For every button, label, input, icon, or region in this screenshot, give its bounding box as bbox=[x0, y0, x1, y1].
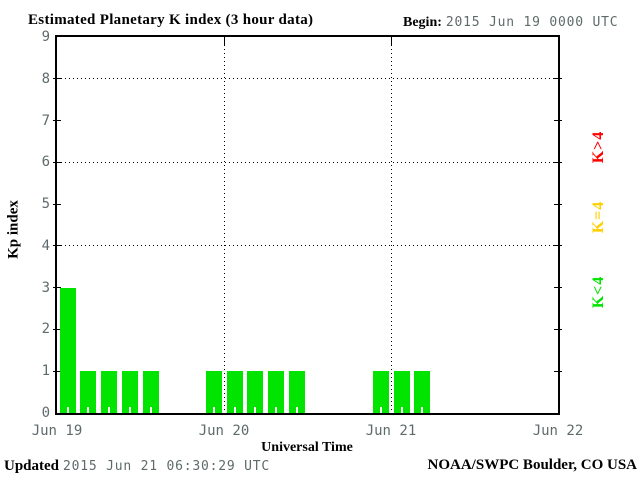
day-top-tick bbox=[223, 37, 225, 45]
y-tick-right-2 bbox=[554, 328, 562, 330]
y-tick-label-0: 0 bbox=[41, 405, 50, 421]
begin-value: 2015 Jun 19 0000 UTC bbox=[445, 15, 619, 30]
begin-timestamp: Begin: 2015 Jun 19 0000 UTC bbox=[403, 13, 618, 31]
y-tick-right-8 bbox=[554, 78, 562, 80]
x-axis-title: Universal Time bbox=[261, 440, 353, 455]
legend-item-k4: K<4 bbox=[590, 275, 607, 309]
gridline-y-8 bbox=[57, 78, 558, 80]
bar-tick-notch bbox=[254, 407, 257, 413]
day-separator-jun-20 bbox=[223, 37, 225, 413]
y-tick-label-3: 3 bbox=[41, 279, 50, 296]
legend-item-k4: K=4 bbox=[590, 200, 607, 234]
begin-label: Begin: bbox=[403, 15, 442, 30]
y-tick-right-5 bbox=[554, 203, 562, 205]
y-tick-label-4: 4 bbox=[41, 237, 50, 254]
kp-bar-15 bbox=[372, 371, 389, 413]
bar-tick-notch bbox=[129, 407, 132, 413]
kp-bar-2 bbox=[101, 371, 118, 413]
y-tick-left-6 bbox=[53, 161, 61, 163]
y-tick-right-6 bbox=[554, 161, 562, 163]
bar-tick-notch bbox=[87, 407, 90, 413]
kp-bar-17 bbox=[414, 371, 431, 413]
bar-tick-notch bbox=[66, 407, 69, 413]
plot-area bbox=[53, 35, 562, 415]
kp-bar-4 bbox=[143, 371, 159, 413]
y-tick-label-6: 6 bbox=[41, 154, 50, 171]
kp-bar-3 bbox=[122, 371, 139, 413]
y-tick-right-4 bbox=[554, 245, 562, 247]
bar-tick-notch bbox=[275, 407, 278, 413]
chart-title: Estimated Planetary K index (3 hour data… bbox=[28, 12, 314, 28]
x-tick-label-jun-20: Jun 20 bbox=[198, 423, 250, 439]
bar-tick-notch bbox=[421, 407, 424, 413]
y-tick-label-2: 2 bbox=[41, 321, 50, 338]
bar-tick-notch bbox=[296, 407, 299, 413]
gridline-y-4 bbox=[57, 245, 558, 247]
bar-tick-notch bbox=[379, 407, 382, 413]
y-tick-left-3 bbox=[53, 287, 61, 289]
bar-tick-notch bbox=[108, 407, 111, 413]
y-tick-left-5 bbox=[53, 203, 61, 205]
y-tick-left-4 bbox=[53, 245, 61, 247]
x-tick-label-jun-21: Jun 21 bbox=[365, 423, 417, 439]
y-tick-left-7 bbox=[53, 120, 61, 122]
updated-timestamp: Updated 2015 Jun 21 06:30:29 UTC bbox=[4, 457, 270, 475]
y-axis-title: Kp index bbox=[5, 200, 22, 259]
y-tick-left-2 bbox=[53, 328, 61, 330]
kp-bar-8 bbox=[226, 371, 243, 413]
day-top-tick bbox=[390, 37, 392, 45]
y-tick-label-5: 5 bbox=[41, 196, 50, 213]
bar-tick-notch bbox=[400, 407, 403, 413]
updated-value: 2015 Jun 21 06:30:29 UTC bbox=[63, 459, 271, 474]
y-tick-label-1: 1 bbox=[41, 363, 50, 380]
credit-text: NOAA/SWPC Boulder, CO USA bbox=[427, 457, 637, 473]
kp-bar-1 bbox=[80, 371, 97, 413]
kp-bar-10 bbox=[268, 371, 285, 413]
kp-bar-7 bbox=[205, 371, 222, 413]
updated-label: Updated bbox=[4, 458, 60, 474]
y-tick-label-9: 9 bbox=[41, 29, 50, 45]
legend-item-k4: K>4 bbox=[590, 130, 607, 164]
kp-bar-16 bbox=[393, 371, 410, 413]
day-separator-jun-21 bbox=[390, 37, 392, 413]
bar-tick-notch bbox=[233, 407, 236, 413]
y-tick-right-1 bbox=[554, 370, 562, 372]
y-tick-label-8: 8 bbox=[41, 70, 50, 87]
kp-bar-9 bbox=[247, 371, 264, 413]
bar-tick-notch bbox=[212, 407, 215, 413]
kp-bar-0 bbox=[59, 287, 76, 413]
bar-tick-notch bbox=[150, 407, 152, 413]
y-tick-left-1 bbox=[53, 370, 61, 372]
y-tick-right-7 bbox=[554, 120, 562, 122]
x-tick-label-jun-19: Jun 19 bbox=[31, 423, 83, 439]
y-tick-left-8 bbox=[53, 78, 61, 80]
gridline-y-6 bbox=[57, 161, 558, 163]
kp-bar-11 bbox=[289, 371, 306, 413]
y-tick-label-7: 7 bbox=[41, 112, 50, 129]
x-tick-label-jun-22: Jun 22 bbox=[532, 423, 584, 439]
y-tick-right-3 bbox=[554, 287, 562, 289]
